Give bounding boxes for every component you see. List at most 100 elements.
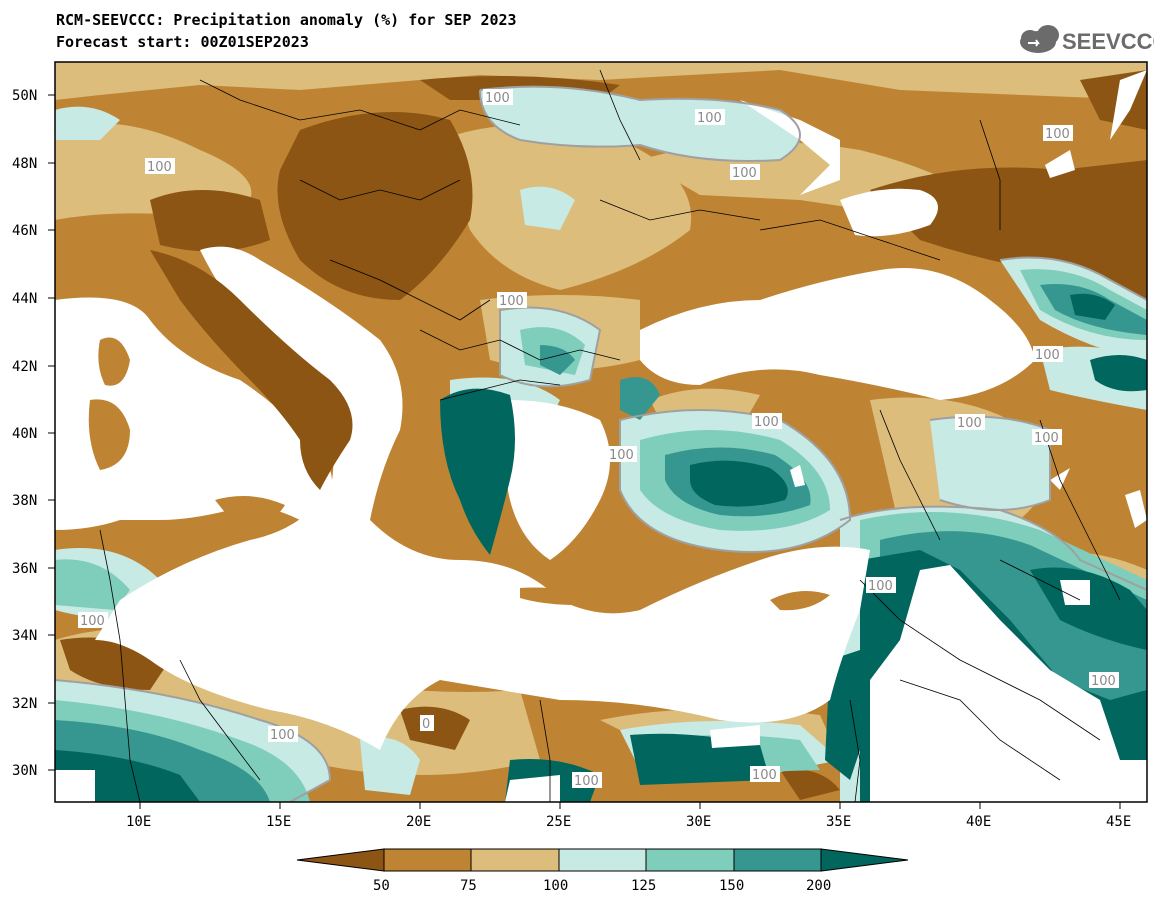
svg-text:100: 100 [147,160,172,175]
svg-text:50N: 50N [12,88,37,104]
lat-tick: 34N [12,628,55,644]
svg-text:10E: 10E [126,814,151,830]
svg-text:25E: 25E [546,814,571,830]
svg-text:40N: 40N [12,426,37,442]
contour-label: 100 [1032,429,1062,446]
no-data-streak-1 [740,100,840,195]
lon-tick: 20E [406,802,431,830]
lon-tick: 35E [826,802,851,830]
svg-text:100: 100 [868,579,893,594]
svg-text:100: 100 [574,774,599,789]
svg-text:100: 100 [1034,431,1059,446]
colorbar-labels: 50 75 100 125 150 200 [373,878,831,894]
contour-label: 100 [268,726,298,743]
svg-text:100: 100 [80,614,105,629]
svg-text:48N: 48N [12,156,37,172]
colorbar-75-100 [470,848,560,872]
svg-text:34N: 34N [12,628,37,644]
svg-text:40E: 40E [966,814,991,830]
contour-label: 100 [1089,672,1119,689]
latitude-axis: 50N 48N 46N 44N 42N 40N 38N 36N 34N 32N … [12,88,55,779]
colorbar-lower-arrow [296,848,385,872]
svg-text:100: 100 [957,416,982,431]
lat-tick: 46N [12,223,55,239]
colorbar-50-75 [383,848,472,872]
svg-text:20E: 20E [406,814,431,830]
lat-tick: 30N [12,763,55,779]
colorbar-label: 100 [543,878,568,894]
svg-text:30N: 30N [12,763,37,779]
colorbar-label: 75 [460,878,477,894]
colorbar-label: 150 [719,878,744,894]
greece [440,388,515,555]
svg-text:100: 100 [609,448,634,463]
svg-text:100: 100 [485,91,510,106]
no-data-streak-2 [1110,70,1147,140]
no-data-streak-3 [1045,150,1075,178]
sardinia [88,399,130,470]
central-eastern-mediterranean [95,246,870,750]
colorbar-125-150 [645,848,735,872]
svg-text:100: 100 [499,294,524,309]
svg-text:36N: 36N [12,561,37,577]
contour-label: 100 [866,577,896,594]
contour-labels: 100 100 100 100 100 100 100 100 100 100 … [78,89,1119,789]
svg-text:46N: 46N [12,223,37,239]
lat-tick: 38N [12,493,55,509]
seevccc-logo: SEEVCCC [1020,25,1154,54]
crete [520,587,595,605]
lon-tick: 15E [266,802,291,830]
azov-sea [840,188,938,237]
lat-tick: 32N [12,696,55,712]
lat-tick: 48N [12,156,55,172]
sicily [215,496,285,526]
italy [150,250,353,490]
map-frame [54,61,1148,803]
no-data-areas [55,465,1147,802]
contour-label: 100 [607,446,637,463]
black-sea [640,268,1035,400]
contour-100 [55,85,1147,802]
svg-text:32N: 32N [12,696,37,712]
longitude-axis: 10E 15E 20E 25E 30E 35E 40E 45E [126,802,1131,830]
contour-label: 100 [483,89,513,106]
map-area: 100 100 100 100 100 100 100 100 100 100 … [55,62,1147,802]
contour-label: 100 [730,164,760,181]
lat-tick: 44N [12,291,55,307]
svg-text:44N: 44N [12,291,37,307]
lat-tick: 42N [12,359,55,375]
svg-text:38N: 38N [12,493,37,509]
logo-text: SEEVCCC [1062,29,1154,54]
colorbar-100-125 [558,848,647,872]
lon-tick: 40E [966,802,991,830]
lat-tick: 36N [12,561,55,577]
svg-text:100: 100 [1035,348,1060,363]
contour-label: 100 [497,292,527,309]
svg-text:100: 100 [1091,674,1116,689]
contour-label: 100 [145,158,175,175]
lon-tick: 25E [546,802,571,830]
colorbar [296,848,909,872]
contour-label: 100 [1033,346,1063,363]
colorbar-label: 125 [631,878,656,894]
svg-text:100: 100 [752,768,777,783]
colorbar-150-200 [733,848,822,872]
aegean-sea [505,400,610,560]
svg-text:100: 100 [270,728,295,743]
colorbar-upper-arrow [820,848,909,872]
lon-tick: 10E [126,802,151,830]
contour-label: 100 [752,413,782,430]
contour-label: 0 [420,715,434,732]
cyprus [770,591,830,611]
contour-label: 100 [572,772,602,789]
svg-text:100: 100 [732,166,757,181]
contour-label: 100 [695,109,725,126]
svg-text:100: 100 [697,111,722,126]
contour-label: 100 [78,612,108,629]
svg-text:0: 0 [422,717,430,732]
country-borders [99,69,1121,802]
lat-tick: 50N [12,88,55,104]
colorbar-label: 200 [806,878,831,894]
chart-title: RCM-SEEVCCC: Precipitation anomaly (%) f… [56,11,517,29]
